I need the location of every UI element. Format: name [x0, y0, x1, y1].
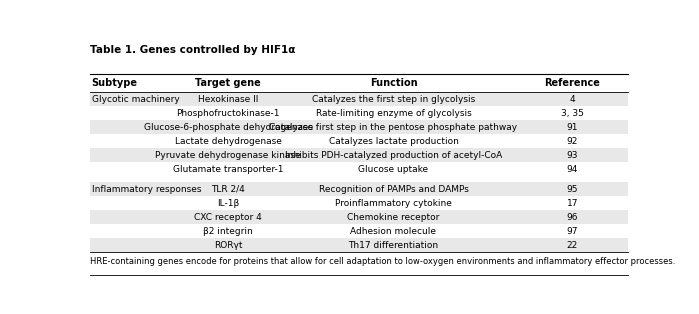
Bar — [90, 182, 628, 196]
Text: Table 1. Genes controlled by HIF1α: Table 1. Genes controlled by HIF1α — [90, 45, 296, 55]
Text: HRE-containing genes encode for proteins that allow for cell adaptation to low-o: HRE-containing genes encode for proteins… — [90, 257, 675, 266]
Text: CXC receptor 4: CXC receptor 4 — [194, 213, 262, 222]
Bar — [90, 120, 628, 134]
Text: Glucose-6-phosphate dehydrogenase: Glucose-6-phosphate dehydrogenase — [143, 123, 313, 132]
Text: Catalyzes first step in the pentose phosphate pathway: Catalyzes first step in the pentose phos… — [269, 123, 517, 132]
Text: Glycotic machinery: Glycotic machinery — [92, 95, 180, 104]
Text: Reference: Reference — [545, 78, 600, 88]
Bar — [90, 148, 628, 162]
Text: Inflammatory responses: Inflammatory responses — [92, 185, 201, 194]
Text: 17: 17 — [566, 199, 578, 208]
Text: Inhibits PDH-catalyzed production of acetyl-CoA: Inhibits PDH-catalyzed production of ace… — [284, 151, 502, 160]
Text: Catalyzes the first step in glycolysis: Catalyzes the first step in glycolysis — [312, 95, 475, 104]
Bar — [90, 238, 628, 252]
Text: 22: 22 — [567, 241, 578, 250]
Text: 3, 35: 3, 35 — [561, 109, 584, 118]
Text: IL-1β: IL-1β — [217, 199, 239, 208]
Text: β2 integrin: β2 integrin — [203, 227, 253, 236]
Text: Phosphofructokinase-1: Phosphofructokinase-1 — [176, 109, 280, 118]
Text: Th17 differentiation: Th17 differentiation — [348, 241, 438, 250]
Text: 93: 93 — [566, 151, 578, 160]
Text: 4: 4 — [570, 95, 575, 104]
Bar — [90, 92, 628, 106]
Text: Subtype: Subtype — [92, 78, 138, 88]
Text: RORγt: RORγt — [214, 241, 243, 250]
Text: Glutamate transporter-1: Glutamate transporter-1 — [173, 165, 284, 174]
Text: Hexokinase II: Hexokinase II — [198, 95, 259, 104]
Text: 95: 95 — [566, 185, 578, 194]
Text: 91: 91 — [566, 123, 578, 132]
Text: 94: 94 — [566, 165, 578, 174]
Text: Adhesion molecule: Adhesion molecule — [350, 227, 436, 236]
Text: Proinflammatory cytokine: Proinflammatory cytokine — [335, 199, 452, 208]
Text: Target gene: Target gene — [195, 78, 261, 88]
Text: Recognition of PAMPs and DAMPs: Recognition of PAMPs and DAMPs — [319, 185, 468, 194]
Text: Rate-limiting enzyme of glycolysis: Rate-limiting enzyme of glycolysis — [315, 109, 471, 118]
Text: Chemokine receptor: Chemokine receptor — [347, 213, 440, 222]
Text: Glucose uptake: Glucose uptake — [359, 165, 428, 174]
Text: 96: 96 — [566, 213, 578, 222]
Text: Function: Function — [370, 78, 417, 88]
Text: 97: 97 — [566, 227, 578, 236]
Text: TLR 2/4: TLR 2/4 — [211, 185, 245, 194]
Text: Catalyzes lactate production: Catalyzes lactate production — [329, 137, 459, 146]
Text: 92: 92 — [566, 137, 578, 146]
Bar — [90, 210, 628, 224]
Text: Lactate dehydrogenase: Lactate dehydrogenase — [175, 137, 282, 146]
Text: Pyruvate dehydrogenase kinase: Pyruvate dehydrogenase kinase — [155, 151, 301, 160]
